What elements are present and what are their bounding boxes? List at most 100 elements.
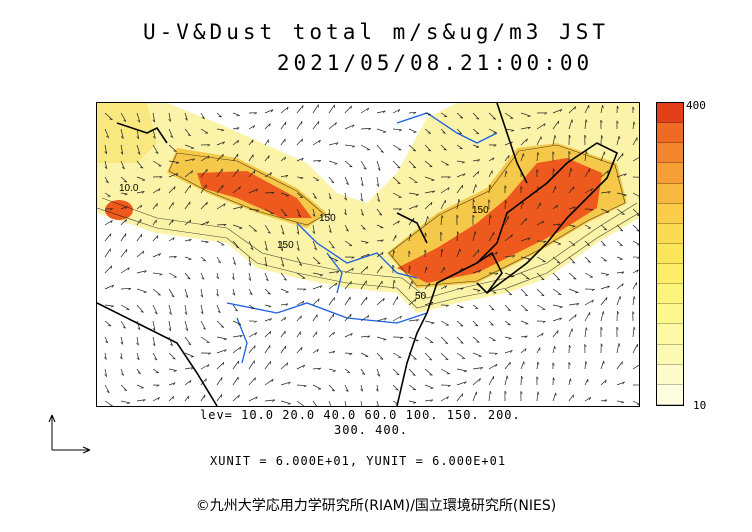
wind-arrow (520, 217, 527, 226)
wind-arrow-head (235, 246, 240, 249)
wind-arrow-head (472, 199, 475, 203)
wind-arrow-head (427, 149, 431, 152)
wind-arrow (296, 121, 303, 130)
levels-line2: 300. 400. (334, 423, 409, 437)
colorbar-cell (657, 344, 683, 365)
wind-arrow-head (478, 269, 482, 273)
wind-arrow-head (302, 364, 306, 368)
wind-arrow (296, 300, 305, 306)
wind-arrow (296, 105, 304, 114)
wind-arrow-head (426, 266, 428, 270)
wind-arrow (168, 336, 173, 347)
wind-arrow (456, 320, 464, 327)
wind-arrow (392, 220, 400, 226)
wind-arrow (184, 288, 189, 298)
wind-arrow-head (350, 105, 352, 109)
wind-arrow-head (221, 129, 225, 132)
wind-arrow-head (569, 378, 572, 382)
colorbar-cell (657, 203, 683, 224)
wind-arrow (248, 256, 252, 266)
wind-arrow (632, 282, 637, 290)
wind-arrow-head (127, 267, 130, 271)
wind-arrow-head (573, 186, 575, 190)
wind-arrow-head (555, 186, 557, 190)
wind-arrow (440, 368, 450, 375)
wind-arrow-head (124, 193, 128, 196)
wind-arrow-head (109, 118, 113, 121)
wind-arrow (120, 336, 124, 345)
wind-arrow-head (536, 376, 539, 380)
wind-arrow (248, 377, 256, 386)
wind-arrow-head (350, 281, 352, 285)
wind-arrow-head (542, 220, 545, 224)
wind-arrow (328, 160, 338, 165)
wind-arrow (408, 400, 417, 403)
wind-arrow (344, 313, 352, 322)
wind-arrow-head (460, 325, 464, 327)
wind-arrow-head (619, 229, 624, 232)
wind-arrow-head (299, 196, 303, 199)
wind-arrow (488, 251, 498, 258)
wind-arrow (328, 400, 332, 406)
wind-arrow-head (506, 375, 509, 379)
wind-arrow-head (142, 250, 145, 254)
wind-arrow (344, 281, 352, 290)
wind-arrow (136, 270, 147, 274)
wind-arrow (344, 160, 353, 168)
wind-arrow (152, 352, 158, 361)
wind-arrow (632, 208, 639, 216)
wind-arrow-head (523, 153, 525, 157)
wind-arrow (600, 399, 608, 402)
wind-arrow (264, 330, 272, 338)
wind-arrow (120, 267, 130, 274)
wind-arrow-head (600, 119, 603, 123)
wind-arrow-head (362, 372, 366, 375)
wind-arrow (424, 144, 432, 152)
wind-arrow (520, 237, 531, 242)
wind-arrow-head (190, 367, 194, 370)
wind-arrow (552, 317, 562, 322)
wind-arrow (216, 288, 219, 297)
wind-arrow-head (188, 258, 192, 260)
wind-arrow-head (269, 331, 272, 335)
wind-arrow (552, 204, 558, 210)
wind-arrow-head (220, 326, 224, 328)
wind-arrow-head (222, 154, 224, 158)
wind-arrow (152, 253, 161, 258)
wind-arrow (104, 400, 114, 406)
wind-arrow-head (236, 115, 240, 117)
wind-arrow (568, 240, 576, 246)
wind-arrow-head (603, 360, 605, 364)
wind-arrow (360, 266, 368, 274)
wind-arrow-head (237, 140, 240, 144)
wind-arrow-head (123, 119, 127, 122)
wind-arrow-head (568, 134, 571, 138)
wind-arrow-head (367, 315, 370, 319)
wind-arrow-head (157, 397, 160, 400)
plot-timestamp: 2021/05/08.21:00:00 (276, 51, 594, 75)
wind-arrow-head (616, 326, 619, 330)
wind-arrow (632, 240, 639, 245)
contour-label: 10.0 (119, 183, 139, 194)
wind-arrow-head (511, 234, 513, 238)
wind-arrow-head (168, 328, 172, 332)
wind-arrow-head (444, 342, 448, 344)
wind-arrow (360, 368, 366, 375)
wind-arrow (600, 379, 607, 386)
wind-arrow (632, 269, 639, 274)
wind-arrow (376, 192, 380, 202)
wind-arrow-head (254, 332, 258, 336)
wind-arrow-head (191, 170, 194, 174)
wind-arrow (376, 224, 384, 228)
wind-arrow (216, 141, 225, 146)
wind-arrow-head (633, 326, 636, 331)
wind-arrow-head (201, 117, 205, 120)
wind-arrow-head (476, 146, 480, 148)
wind-arrow-head (144, 270, 147, 273)
wind-arrow-head (445, 358, 449, 361)
wind-arrow-head (268, 155, 270, 159)
wind-arrow-head (508, 337, 512, 340)
wind-arrow-head (239, 335, 243, 338)
wind-arrow-head (557, 223, 561, 227)
wind-arrow (152, 368, 159, 374)
